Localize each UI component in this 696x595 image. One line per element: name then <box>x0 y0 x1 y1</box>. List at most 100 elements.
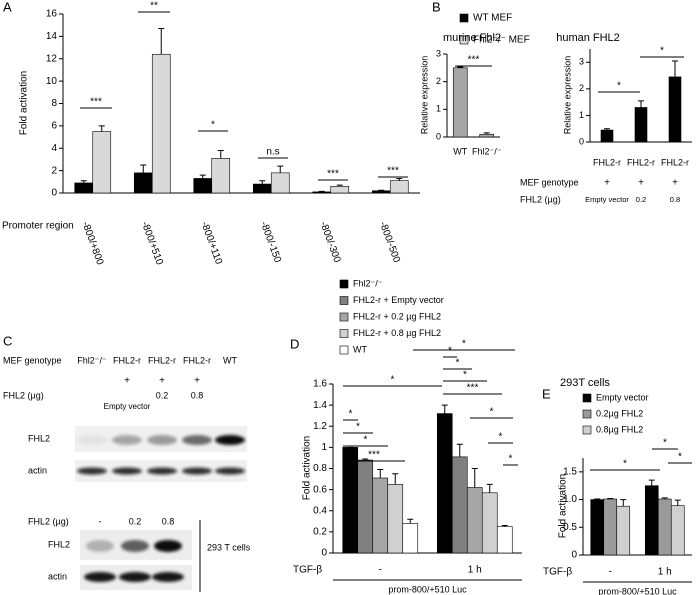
legend-swatch <box>339 329 349 338</box>
error-bar <box>604 128 610 131</box>
significance-label: * <box>499 432 503 443</box>
x-tick-label: -800/+800 <box>79 220 105 267</box>
condition-label: FHL2 (µg) <box>3 390 44 400</box>
condition-value: 0.2 <box>636 195 646 204</box>
y-tick-label: 0 <box>436 131 441 141</box>
significance-label: * <box>660 46 664 57</box>
y-tick-label: 2 <box>436 76 441 86</box>
legend-swatch <box>339 296 349 305</box>
legend-label: FHL2-r + 0.8 µg FHL2 <box>353 328 441 338</box>
blot-band <box>77 435 107 445</box>
bar <box>479 133 495 138</box>
lane-label: FHL2-r <box>113 355 141 365</box>
y-axis-label: Relative expression <box>419 56 429 135</box>
bar <box>371 190 391 194</box>
x-axis-label: TGF-β <box>543 567 572 578</box>
x-tick-label: -800/-150 <box>258 220 283 264</box>
y-tick-label: 14 <box>46 31 58 42</box>
significance-label: * <box>617 81 621 92</box>
legend-label: 0.2µg FHL2 <box>596 408 643 418</box>
blot-band <box>119 572 151 582</box>
bar <box>590 499 605 556</box>
error-bar <box>486 483 493 493</box>
bar <box>193 178 213 194</box>
panel-label: B <box>432 0 441 14</box>
error-bar <box>501 525 508 527</box>
y-tick-label: 2 <box>51 165 57 176</box>
bar <box>466 487 483 554</box>
error-bar <box>638 100 644 108</box>
error-bar <box>378 189 385 191</box>
y-tick-label: 6 <box>51 121 57 132</box>
blot-band <box>77 467 107 475</box>
bar <box>668 76 682 143</box>
blot-band <box>86 540 114 552</box>
error-bar <box>199 174 206 179</box>
y-axis-label: Fold activation <box>302 436 313 500</box>
legend-label: 0.8µg FHL2 <box>596 424 643 434</box>
y-tick-label: 0.6 <box>313 484 327 495</box>
x-tick-label: FHL2-r <box>661 157 689 167</box>
y-tick-label: 1.6 <box>313 379 327 390</box>
condition-value: 0.8 <box>162 516 175 526</box>
legend-swatch <box>582 393 592 403</box>
bar <box>342 447 359 554</box>
row-label: actin <box>48 571 67 581</box>
x-tick-label: -800/-500 <box>377 220 402 264</box>
x-axis-label: Promoter region <box>2 221 74 232</box>
error-bar <box>158 28 165 55</box>
significance-label: * <box>623 459 627 470</box>
legend-swatch <box>339 345 349 355</box>
blot-band <box>147 467 177 475</box>
blot-band <box>182 435 212 445</box>
legend-label: WT <box>353 344 367 354</box>
condition-label: FHL2 (µg) <box>520 194 561 204</box>
panel-label: C <box>3 333 12 348</box>
x-tick-label: FHL2-r <box>627 157 655 167</box>
bar <box>389 180 409 194</box>
legend-label: Fhl2⁻/⁻ <box>353 278 383 288</box>
x-tick-label: 1 h <box>658 567 672 578</box>
condition-mark: + <box>672 178 678 189</box>
blot-band <box>154 540 182 552</box>
significance-label: * <box>456 358 460 369</box>
bar <box>496 526 513 554</box>
significance-label: * <box>663 438 667 449</box>
x-tick-label: 1 h <box>468 565 482 576</box>
legend-label: WT MEF <box>473 13 512 24</box>
bar <box>92 131 112 194</box>
bar <box>330 185 350 194</box>
row-label: FHL2 <box>28 433 50 443</box>
y-tick-label: 0.5 <box>563 522 577 533</box>
error-bar <box>661 497 668 500</box>
lane-label: WT <box>223 355 237 365</box>
bar <box>616 505 631 556</box>
legend-swatch <box>339 279 349 289</box>
significance-label: * <box>356 422 360 433</box>
y-tick-label: 16 <box>46 9 58 20</box>
x-tick-label: Fhl2⁻/⁻ <box>472 146 502 156</box>
y-tick-label: 12 <box>46 53 58 64</box>
blot-band <box>84 572 116 582</box>
bar <box>372 477 389 554</box>
legend-swatch <box>339 312 349 322</box>
y-tick-label: 0 <box>571 550 577 561</box>
y-tick-label: 8 <box>51 98 57 109</box>
bar <box>312 191 332 194</box>
bar <box>402 523 419 554</box>
bar <box>133 172 153 194</box>
significance-label: * <box>448 346 452 357</box>
y-tick-label: 0 <box>321 548 327 559</box>
error-bar <box>594 498 601 500</box>
bar <box>481 492 498 554</box>
error-bar <box>259 180 266 185</box>
legend-swatch <box>582 425 592 435</box>
significance-label: *** <box>467 383 479 394</box>
condition-value: 0.8 <box>191 390 204 400</box>
condition-value: Empty vector <box>585 195 629 204</box>
x-axis-note: prom-800/+510 Luc <box>598 586 677 595</box>
legend-label: FHL2-r + Empty vector <box>353 295 444 305</box>
y-tick-label: 1.0 <box>563 494 577 505</box>
error-bar <box>80 180 87 183</box>
